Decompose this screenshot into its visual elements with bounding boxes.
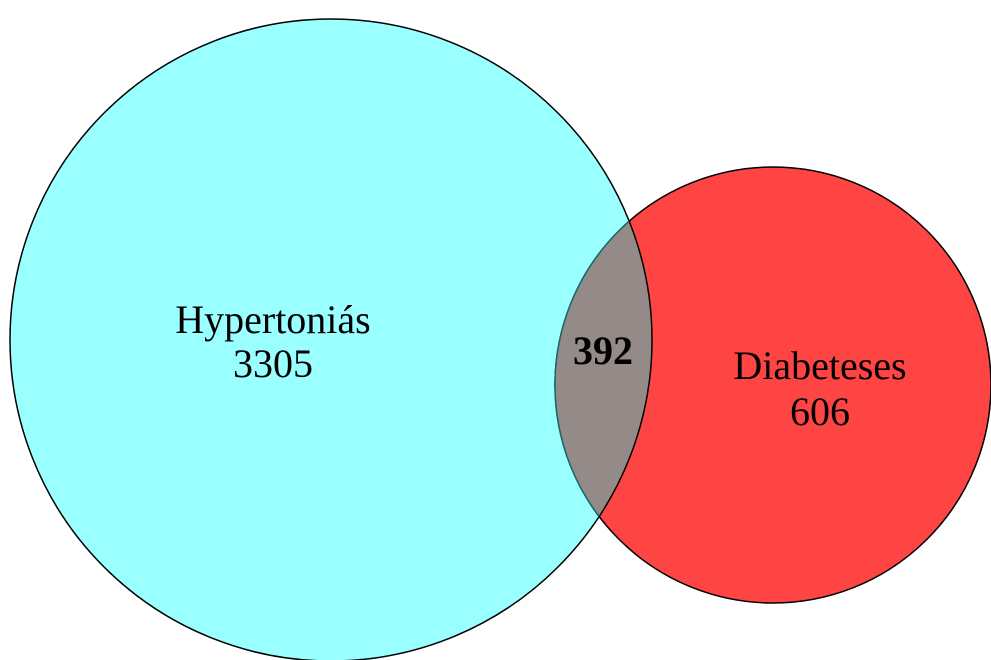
set-count: 606 [790, 389, 850, 434]
set-circle-left [10, 19, 652, 660]
set-outline-left [9, 18, 653, 660]
intersection-count: 392 [573, 328, 633, 373]
set-label: Diabeteses [733, 343, 906, 388]
set-count: 3305 [233, 341, 313, 386]
set-label: Hypertoniás [175, 297, 371, 342]
intersection-outline [554, 166, 652, 604]
